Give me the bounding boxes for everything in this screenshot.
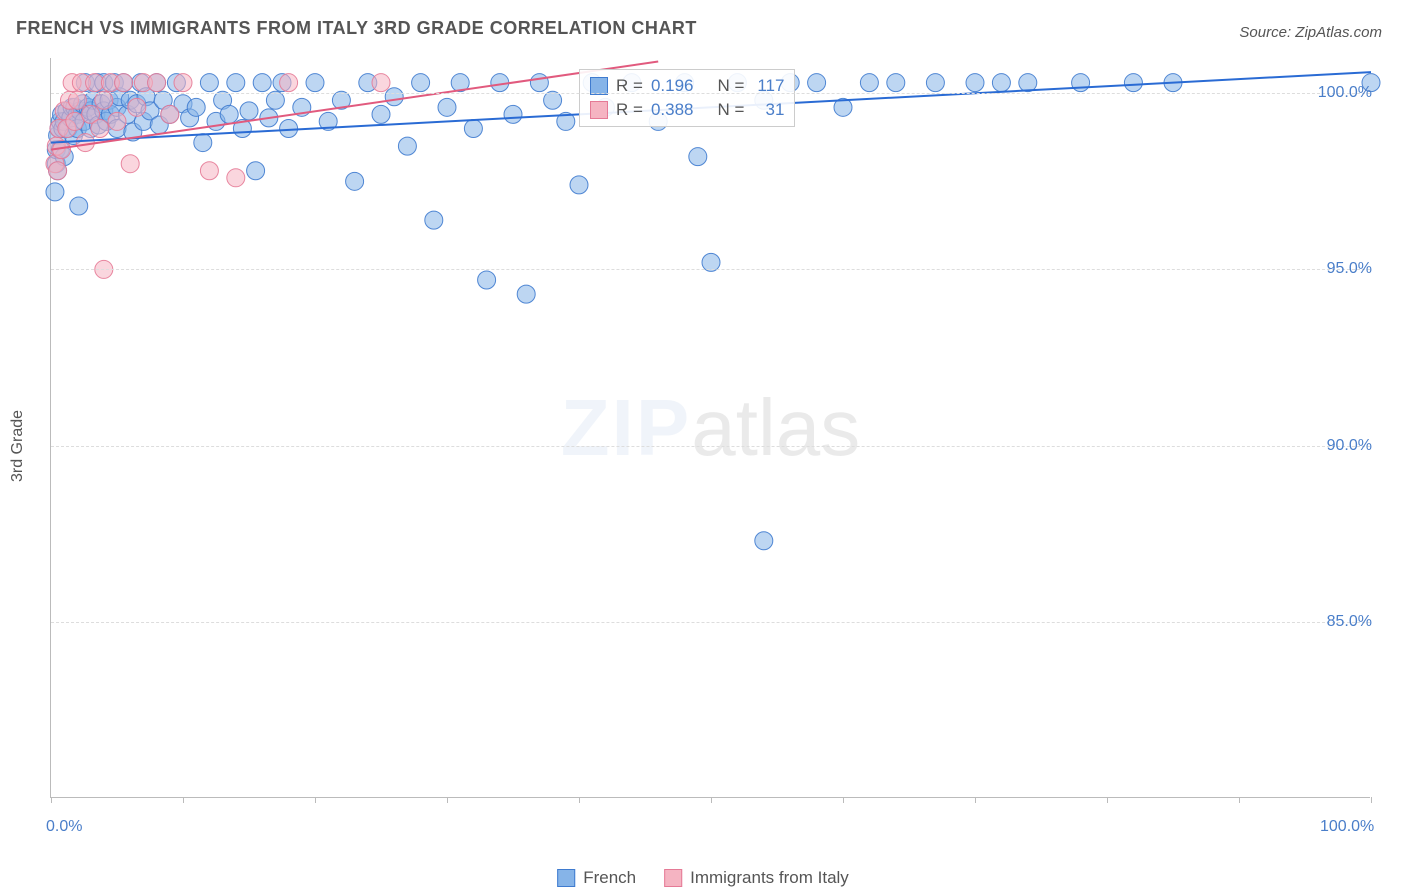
legend-label: Immigrants from Italy xyxy=(690,868,849,888)
x-tick xyxy=(51,797,52,803)
scatter-point xyxy=(517,285,535,303)
x-tick xyxy=(579,797,580,803)
scatter-point xyxy=(128,98,146,116)
chart-title: FRENCH VS IMMIGRANTS FROM ITALY 3RD GRAD… xyxy=(16,18,697,39)
scatter-point xyxy=(992,74,1010,92)
source-label: Source: ZipAtlas.com xyxy=(1239,24,1382,41)
x-tick xyxy=(1239,797,1240,803)
scatter-point xyxy=(425,211,443,229)
scatter-point xyxy=(755,532,773,550)
scatter-point xyxy=(280,119,298,137)
x-axis-max-label: 100.0% xyxy=(1320,818,1374,836)
scatter-point xyxy=(200,74,218,92)
x-tick xyxy=(843,797,844,803)
scatter-point xyxy=(76,134,94,152)
r-value: 0.388 xyxy=(651,100,694,120)
scatter-point xyxy=(194,134,212,152)
scatter-point xyxy=(187,98,205,116)
scatter-point xyxy=(966,74,984,92)
scatter-point xyxy=(1019,74,1037,92)
scatter-point xyxy=(438,98,456,116)
scatter-point xyxy=(227,74,245,92)
scatter-point xyxy=(689,148,707,166)
scatter-point xyxy=(346,172,364,190)
scatter-point xyxy=(253,74,271,92)
gridline xyxy=(51,622,1370,623)
x-tick xyxy=(1107,797,1108,803)
scatter-point xyxy=(372,105,390,123)
y-tick-label: 95.0% xyxy=(1327,260,1372,278)
bottom-legend: French Immigrants from Italy xyxy=(557,868,849,888)
scatter-point xyxy=(174,74,192,92)
legend-swatch xyxy=(590,77,608,95)
y-tick-label: 100.0% xyxy=(1318,84,1372,102)
scatter-point xyxy=(86,74,104,92)
scatter-point xyxy=(227,169,245,187)
scatter-point xyxy=(385,88,403,106)
x-axis-min-label: 0.0% xyxy=(46,818,82,836)
x-tick xyxy=(183,797,184,803)
gridline xyxy=(51,93,1370,94)
y-tick-label: 90.0% xyxy=(1327,437,1372,455)
scatter-point xyxy=(161,105,179,123)
scatter-point xyxy=(91,119,109,137)
gridline xyxy=(51,269,1370,270)
y-axis-title: 3rd Grade xyxy=(9,410,27,482)
scatter-point xyxy=(220,105,238,123)
x-tick xyxy=(447,797,448,803)
scatter-point xyxy=(1072,74,1090,92)
legend-swatch xyxy=(664,869,682,887)
y-tick-label: 85.0% xyxy=(1327,613,1372,631)
scatter-point xyxy=(1124,74,1142,92)
scatter-point xyxy=(70,197,88,215)
scatter-point xyxy=(530,74,548,92)
x-tick xyxy=(975,797,976,803)
scatter-point xyxy=(926,74,944,92)
source-value: ZipAtlas.com xyxy=(1295,24,1382,41)
scatter-point xyxy=(200,162,218,180)
x-tick xyxy=(315,797,316,803)
x-tick xyxy=(711,797,712,803)
r-label: R = xyxy=(616,100,643,120)
scatter-point xyxy=(66,112,84,130)
source-prefix: Source: xyxy=(1239,24,1295,41)
scatter-point xyxy=(860,74,878,92)
gridline xyxy=(51,446,1370,447)
scatter-point xyxy=(412,74,430,92)
scatter-point xyxy=(887,74,905,92)
legend-swatch xyxy=(590,101,608,119)
scatter-point xyxy=(280,74,298,92)
scatter-point xyxy=(108,112,126,130)
scatter-point xyxy=(247,162,265,180)
legend-item: French xyxy=(557,868,636,888)
scatter-point xyxy=(148,74,166,92)
n-label: N = xyxy=(717,100,744,120)
scatter-point xyxy=(570,176,588,194)
x-tick xyxy=(1371,797,1372,803)
scatter-point xyxy=(115,74,133,92)
legend-stat-row: R = 0.388 N = 31 xyxy=(590,98,784,122)
scatter-point xyxy=(240,102,258,120)
legend-swatch xyxy=(557,869,575,887)
scatter-point xyxy=(306,74,324,92)
scatter-point xyxy=(49,162,67,180)
legend-stats-box: R =0.196N =117R =0.388N =31 xyxy=(579,69,795,127)
scatter-point xyxy=(46,183,64,201)
legend-item: Immigrants from Italy xyxy=(664,868,849,888)
scatter-point xyxy=(808,74,826,92)
scatter-point xyxy=(121,155,139,173)
scatter-point xyxy=(372,74,390,92)
plot-area: ZIPatlas R =0.196N =117R =0.388N =31 85.… xyxy=(50,58,1370,798)
scatter-point xyxy=(504,105,522,123)
scatter-point xyxy=(398,137,416,155)
scatter-point xyxy=(464,119,482,137)
scatter-chart xyxy=(51,58,1370,797)
scatter-point xyxy=(478,271,496,289)
n-value: 31 xyxy=(752,100,784,120)
legend-label: French xyxy=(583,868,636,888)
